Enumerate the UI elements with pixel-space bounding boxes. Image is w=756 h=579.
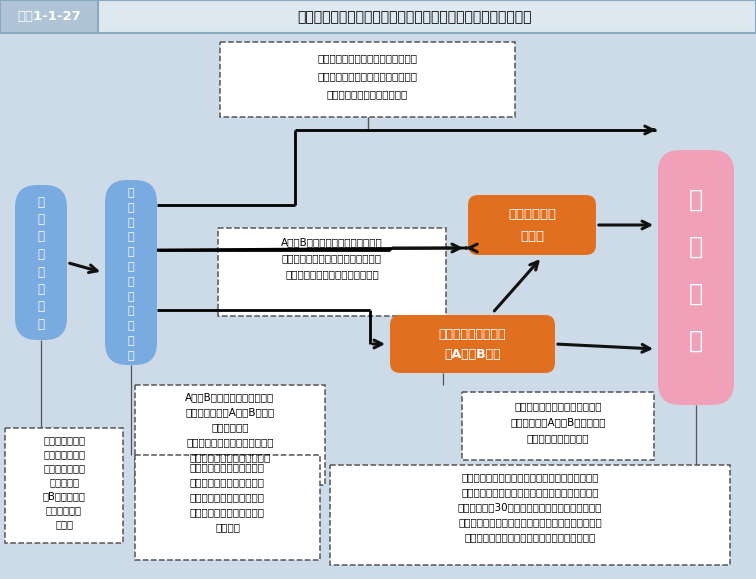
Text: ン: ン — [38, 301, 45, 313]
Text: 労: 労 — [38, 213, 45, 226]
Text: 用: 用 — [128, 277, 135, 287]
Text: 事業所: 事業所 — [520, 230, 544, 244]
Text: 般: 般 — [689, 235, 703, 259]
Bar — [462, 392, 654, 460]
Text: サ: サ — [128, 188, 135, 198]
Text: 情報を踏まえ、相談支援事: 情報を踏まえ、相談支援事 — [190, 492, 265, 502]
Bar — [5, 428, 123, 543]
Text: 就: 就 — [689, 282, 703, 306]
Bar — [330, 465, 730, 565]
Text: 必須）: 必須） — [55, 519, 73, 529]
Text: 就労面のアセスメント結果: 就労面のアセスメント結果 — [190, 462, 265, 472]
Text: 等を利用した後に一般就労した者に、就労定着支援: 等を利用した後に一般就労した者に、就労定着支援 — [458, 517, 602, 527]
Text: ス: ス — [38, 266, 45, 278]
Text: A型・B型事業利用者のうち、一般: A型・B型事業利用者のうち、一般 — [281, 237, 383, 247]
Text: 続的に就労。: 続的に就労。 — [211, 422, 249, 432]
Text: 面の支援が必要な場合は関係機関が連携して支援: 面の支援が必要な場合は関係機関が連携して支援 — [461, 487, 599, 497]
Text: や特別支援学校などからの: や特別支援学校などからの — [190, 477, 265, 487]
Text: 作: 作 — [128, 336, 135, 346]
Text: の円滑な移行を支援。: の円滑な移行を支援。 — [527, 433, 589, 443]
Text: 一般就労の継続が困難となった: 一般就労の継続が困難となった — [514, 401, 602, 411]
Text: 障害者の特性や能力を最大限いかせる「働く場」への移行支援: 障害者の特性や能力を最大限いかせる「働く場」への移行支援 — [298, 10, 532, 24]
Bar — [218, 228, 446, 316]
Text: ー: ー — [128, 203, 135, 213]
Text: ては一般就労への移行支援。: ては一般就労への移行支援。 — [327, 89, 408, 99]
Bar — [0, 0, 756, 33]
FancyBboxPatch shape — [15, 185, 67, 340]
Text: ビ: ビ — [128, 218, 135, 228]
Text: 図表1-1-27: 図表1-1-27 — [17, 10, 81, 24]
Text: 利: 利 — [128, 262, 135, 272]
Text: 面のアセスメン: 面のアセスメン — [43, 463, 85, 473]
Text: 障害福祉サービスを利用しなくても: 障害福祉サービスを利用しなくても — [318, 53, 417, 63]
Text: いては一般就労への移行を支援。: いては一般就労への移行を支援。 — [285, 269, 379, 279]
Text: 労: 労 — [689, 329, 703, 353]
FancyBboxPatch shape — [658, 150, 734, 405]
Text: 業所などが就労: 業所などが就労 — [43, 449, 85, 459]
Text: （A型・B型）: （A型・B型） — [445, 349, 500, 361]
Text: 成: 成 — [128, 351, 135, 361]
Text: の: の — [128, 321, 135, 331]
Text: 事業により最大３年間の職場定着支援を実施。: 事業により最大３年間の職場定着支援を実施。 — [464, 532, 596, 542]
Text: 業所がサービス等利用計画: 業所がサービス等利用計画 — [190, 507, 265, 517]
Text: トを実施。: トを実施。 — [49, 477, 79, 487]
Bar — [0, 0, 98, 33]
FancyBboxPatch shape — [468, 195, 596, 255]
Bar — [135, 455, 320, 560]
Text: 適している者はA型・B型で継: 適している者はA型・B型で継 — [185, 407, 274, 417]
Text: 画: 画 — [128, 306, 135, 316]
Text: 就: 就 — [38, 196, 45, 208]
Text: 就労移行支援事: 就労移行支援事 — [43, 435, 85, 445]
Text: ト: ト — [38, 318, 45, 331]
Text: 力向上に向けた支援を実施。: 力向上に向けた支援を実施。 — [189, 452, 271, 462]
Text: 者についてはA型・B型事業への: 者についてはA型・B型事業への — [510, 417, 606, 427]
Text: ア: ア — [38, 230, 45, 244]
Text: 計: 計 — [128, 292, 135, 302]
FancyBboxPatch shape — [105, 180, 157, 365]
Text: を実施。平成30年４月からは、就労移行支援事業: を実施。平成30年４月からは、就労移行支援事業 — [458, 502, 603, 512]
FancyBboxPatch shape — [390, 315, 555, 373]
Bar — [220, 42, 515, 117]
Text: 用する場合は: 用する場合は — [46, 505, 82, 515]
Text: 就労継続支援事業所: 就労継続支援事業所 — [438, 328, 507, 340]
Text: を作成。: を作成。 — [215, 522, 240, 532]
Text: メ: メ — [38, 283, 45, 296]
Text: 一般就労へ移行した者についても、生活面や就業: 一般就労へ移行した者についても、生活面や就業 — [461, 472, 599, 482]
Text: セ: セ — [38, 248, 45, 261]
Text: （B型事業を利: （B型事業を利 — [42, 491, 85, 501]
Bar — [135, 385, 325, 485]
Text: 就労への移行が可能となった者につ: 就労への移行が可能となった者につ — [282, 253, 382, 263]
Text: ス: ス — [128, 232, 135, 243]
Text: 等: 等 — [128, 247, 135, 257]
Text: 就労移行支援: 就労移行支援 — [508, 208, 556, 222]
Text: 一: 一 — [689, 188, 703, 212]
Text: 事業所は就労の機会の提供や能: 事業所は就労の機会の提供や能 — [186, 437, 274, 447]
Text: A型・B型事業所で働くことが: A型・B型事業所で働くことが — [185, 392, 274, 402]
Text: 一般就労への移行が可能な者につい: 一般就労への移行が可能な者につい — [318, 71, 417, 81]
